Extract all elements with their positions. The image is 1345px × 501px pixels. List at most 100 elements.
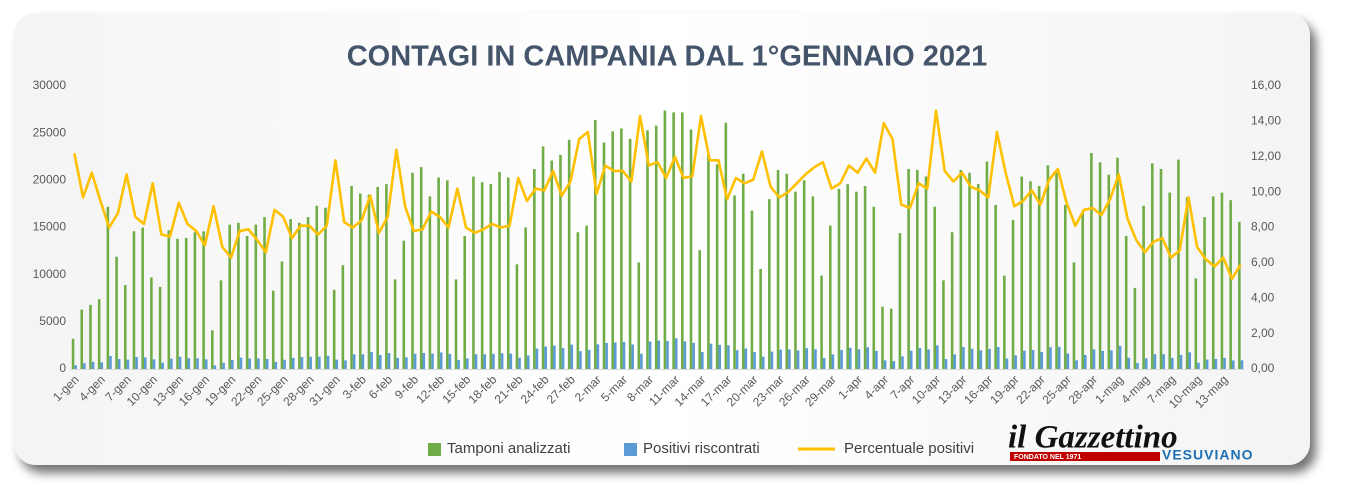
bar <box>515 264 519 369</box>
bar <box>802 180 806 369</box>
bar <box>724 122 728 369</box>
bar <box>805 348 809 369</box>
bar <box>759 269 762 369</box>
logo-band <box>1010 452 1160 461</box>
bar <box>431 353 434 369</box>
bar <box>524 227 527 369</box>
line <box>73 109 1242 281</box>
bar <box>1127 357 1131 369</box>
bar <box>727 345 730 369</box>
bar <box>820 275 823 369</box>
bar <box>437 177 440 369</box>
bar <box>454 279 458 369</box>
bar <box>535 348 539 369</box>
bar <box>309 356 312 369</box>
bar <box>1023 350 1026 369</box>
bar <box>1238 221 1241 369</box>
bar <box>402 240 406 369</box>
bar <box>1101 350 1104 369</box>
bar <box>924 176 928 369</box>
bar <box>1063 204 1067 369</box>
bar <box>1231 360 1235 369</box>
bar <box>898 233 902 369</box>
bar <box>988 348 991 369</box>
bar <box>332 289 336 369</box>
bar <box>1229 200 1232 369</box>
bar <box>211 330 214 369</box>
bar <box>489 184 493 369</box>
bar <box>291 357 295 369</box>
bar <box>83 363 86 369</box>
bar <box>1144 358 1148 369</box>
bar <box>387 353 391 369</box>
bar <box>863 185 867 369</box>
bar <box>587 349 591 369</box>
bar <box>579 351 582 369</box>
bar <box>170 358 173 369</box>
bar <box>446 180 449 369</box>
bar <box>1124 235 1128 369</box>
bar <box>132 231 136 369</box>
bar <box>907 169 910 369</box>
bar <box>1049 347 1052 369</box>
bar <box>193 232 197 369</box>
bar <box>814 349 817 369</box>
bar <box>315 205 319 369</box>
bar <box>167 230 171 369</box>
bar <box>709 343 713 369</box>
bar <box>91 361 95 369</box>
bar <box>1171 357 1174 369</box>
bar <box>1057 346 1061 369</box>
bar <box>228 224 232 369</box>
bar <box>831 354 835 369</box>
bar <box>918 348 922 369</box>
bar <box>942 280 945 369</box>
bar <box>985 161 989 369</box>
y2-tick-label: 4,00 <box>1251 290 1275 304</box>
bar <box>1075 360 1078 369</box>
bar <box>1142 205 1145 369</box>
bar <box>567 139 571 369</box>
bar <box>483 354 487 369</box>
bar <box>968 172 971 369</box>
bar <box>1110 350 1113 369</box>
bar <box>550 160 554 369</box>
bar <box>1177 159 1180 369</box>
bar <box>741 173 745 369</box>
bar <box>602 142 606 369</box>
bar <box>97 299 101 369</box>
bar <box>1185 197 1189 369</box>
bar <box>892 361 896 369</box>
bar <box>506 177 510 369</box>
bar <box>994 204 997 369</box>
bar <box>352 354 356 369</box>
bar <box>71 338 75 369</box>
bar <box>1003 275 1006 369</box>
bar <box>692 342 695 369</box>
bar <box>448 353 452 369</box>
bar <box>376 186 379 369</box>
bar <box>576 232 580 369</box>
bar <box>126 359 130 369</box>
bar <box>74 365 77 369</box>
bar <box>770 351 774 369</box>
bar <box>976 184 980 369</box>
bar <box>570 344 574 369</box>
bar <box>715 164 719 369</box>
bar <box>541 146 545 369</box>
y2-tick-label: 16,00 <box>1251 78 1281 92</box>
bar <box>306 217 310 369</box>
bar <box>909 350 913 369</box>
bar <box>733 195 736 369</box>
bar <box>100 362 104 369</box>
bar <box>846 184 849 369</box>
y-tick-label: 25000 <box>33 125 67 139</box>
bar <box>1011 219 1015 369</box>
bar <box>1072 262 1076 369</box>
bar <box>596 344 600 369</box>
logo-name: il Gazzettino <box>1008 420 1178 456</box>
bar <box>785 173 789 369</box>
y2-tick-label: 12,00 <box>1251 149 1281 163</box>
y2-tick-label: 0,00 <box>1251 361 1275 375</box>
bar <box>204 359 208 369</box>
